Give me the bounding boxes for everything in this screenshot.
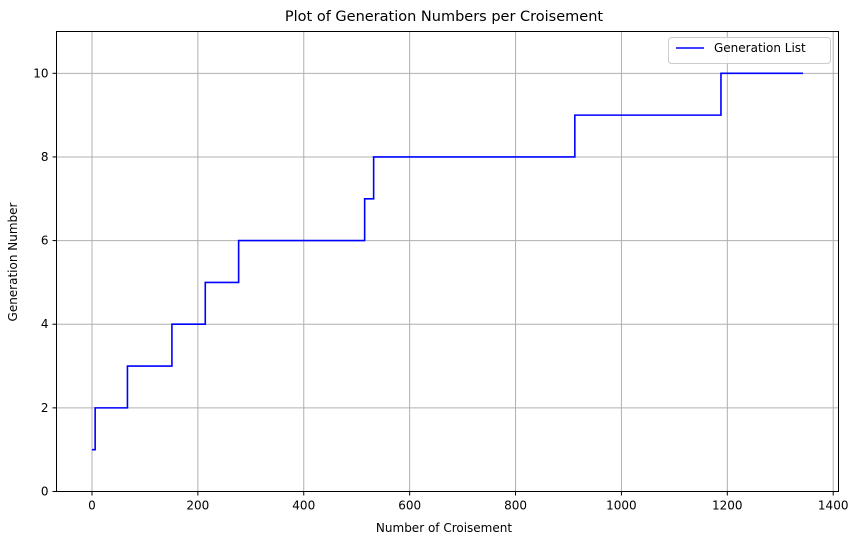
y-tick-label: 2 xyxy=(41,401,49,415)
x-tick-label: 1200 xyxy=(712,499,743,513)
chart-title: Plot of Generation Numbers per Croisemen… xyxy=(285,9,604,25)
x-tick-label: 800 xyxy=(504,499,527,513)
x-tick-label: 600 xyxy=(398,499,421,513)
x-tick-label: 1000 xyxy=(606,499,637,513)
y-tick-label: 10 xyxy=(33,66,48,80)
plot-frame xyxy=(56,31,839,492)
legend-label-generation-list: Generation List xyxy=(714,41,806,55)
y-axis-title: Generation Number xyxy=(6,202,20,321)
x-axis-title: Number of Croisement xyxy=(376,521,512,535)
x-axis-ticks: 0 200 400 600 800 1000 1200 1400 xyxy=(88,491,849,513)
y-axis-ticks: 0 2 4 6 8 10 xyxy=(33,66,57,499)
x-tick-label: 200 xyxy=(186,499,209,513)
series-line-generation-list xyxy=(91,72,804,451)
x-tick-label: 400 xyxy=(292,499,315,513)
legend-box xyxy=(668,37,831,64)
x-tick-label: 1400 xyxy=(818,499,849,513)
x-tick-label: 0 xyxy=(88,499,96,513)
legend: Generation List xyxy=(668,37,831,64)
series-layer xyxy=(91,72,804,451)
y-tick-label: 6 xyxy=(41,234,49,248)
y-tick-label: 0 xyxy=(41,485,49,499)
y-tick-label: 8 xyxy=(41,150,49,164)
y-tick-label: 4 xyxy=(41,317,49,331)
